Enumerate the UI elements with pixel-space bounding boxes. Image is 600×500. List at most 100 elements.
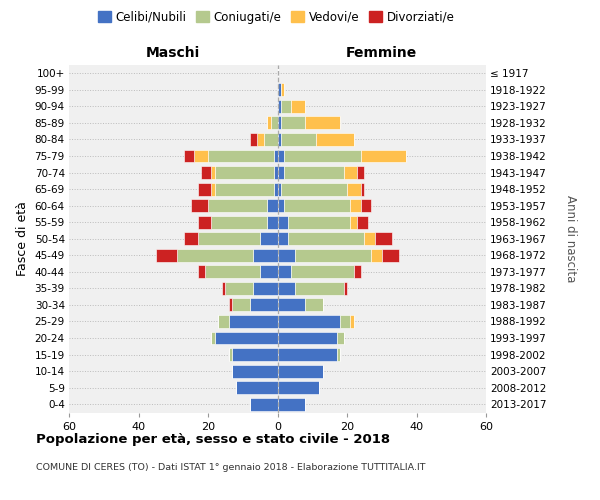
Bar	[277, 298, 305, 312]
Bar	[344, 166, 358, 179]
Bar	[277, 348, 337, 361]
Bar	[215, 332, 277, 344]
Bar	[236, 381, 277, 394]
Bar	[222, 282, 226, 295]
Bar	[292, 100, 305, 113]
Bar	[277, 133, 281, 146]
Bar	[371, 249, 382, 262]
Bar	[305, 116, 340, 130]
Bar	[208, 150, 274, 162]
Bar	[350, 315, 354, 328]
Bar	[211, 182, 215, 196]
Bar	[340, 315, 350, 328]
Bar	[277, 315, 340, 328]
Bar	[191, 199, 208, 212]
Bar	[274, 182, 277, 196]
Bar	[194, 150, 208, 162]
Bar	[354, 266, 361, 278]
Bar	[250, 398, 277, 410]
Bar	[267, 216, 277, 228]
Y-axis label: Fasce di età: Fasce di età	[16, 202, 29, 276]
Bar	[232, 348, 277, 361]
Bar	[260, 232, 277, 245]
Bar	[277, 232, 288, 245]
Bar	[292, 266, 354, 278]
Bar	[250, 298, 277, 312]
Bar	[177, 249, 253, 262]
Bar	[277, 216, 288, 228]
Bar	[277, 199, 284, 212]
Bar	[232, 364, 277, 378]
Bar	[277, 364, 323, 378]
Bar	[211, 166, 215, 179]
Y-axis label: Anni di nascita: Anni di nascita	[563, 195, 577, 282]
Bar	[197, 266, 205, 278]
Bar	[277, 116, 281, 130]
Bar	[358, 166, 364, 179]
Bar	[211, 216, 267, 228]
Bar	[305, 298, 323, 312]
Bar	[267, 199, 277, 212]
Bar	[277, 166, 284, 179]
Bar	[281, 133, 316, 146]
Bar	[277, 282, 295, 295]
Bar	[226, 282, 253, 295]
Bar	[281, 84, 284, 96]
Bar	[257, 133, 263, 146]
Bar	[277, 266, 292, 278]
Bar	[277, 381, 319, 394]
Bar	[271, 116, 277, 130]
Bar	[284, 166, 344, 179]
Bar	[250, 133, 257, 146]
Bar	[277, 182, 281, 196]
Bar	[281, 116, 305, 130]
Bar	[253, 282, 277, 295]
Bar	[361, 199, 371, 212]
Bar	[361, 182, 364, 196]
Bar	[253, 249, 277, 262]
Bar	[344, 282, 347, 295]
Bar	[277, 249, 295, 262]
Bar	[358, 216, 368, 228]
Bar	[277, 398, 305, 410]
Bar	[361, 150, 406, 162]
Bar	[284, 199, 350, 212]
Bar	[316, 133, 354, 146]
Text: Popolazione per età, sesso e stato civile - 2018: Popolazione per età, sesso e stato civil…	[36, 432, 390, 446]
Bar	[274, 166, 277, 179]
Bar	[197, 216, 211, 228]
Bar	[288, 232, 364, 245]
Bar	[364, 232, 375, 245]
Bar	[260, 266, 277, 278]
Legend: Celibi/Nubili, Coniugati/e, Vedovi/e, Divorziati/e: Celibi/Nubili, Coniugati/e, Vedovi/e, Di…	[93, 6, 459, 28]
Bar	[350, 216, 358, 228]
Bar	[277, 332, 337, 344]
Bar	[263, 133, 277, 146]
Bar	[229, 298, 232, 312]
Bar	[201, 166, 211, 179]
Bar	[277, 150, 284, 162]
Text: COMUNE DI CERES (TO) - Dati ISTAT 1° gennaio 2018 - Elaborazione TUTTITALIA.IT: COMUNE DI CERES (TO) - Dati ISTAT 1° gen…	[36, 462, 425, 471]
Bar	[218, 315, 229, 328]
Bar	[184, 150, 194, 162]
Bar	[229, 348, 232, 361]
Bar	[295, 282, 344, 295]
Bar	[337, 348, 340, 361]
Bar	[267, 116, 271, 130]
Bar	[184, 232, 197, 245]
Bar	[274, 150, 277, 162]
Bar	[208, 199, 267, 212]
Bar	[382, 249, 399, 262]
Bar	[288, 216, 350, 228]
Bar	[284, 150, 361, 162]
Bar	[347, 182, 361, 196]
Bar	[229, 315, 277, 328]
Bar	[197, 182, 211, 196]
Bar	[215, 166, 274, 179]
Bar	[211, 332, 215, 344]
Bar	[337, 332, 344, 344]
Bar	[277, 100, 281, 113]
Bar	[156, 249, 177, 262]
Bar	[197, 232, 260, 245]
Text: Maschi: Maschi	[146, 46, 200, 60]
